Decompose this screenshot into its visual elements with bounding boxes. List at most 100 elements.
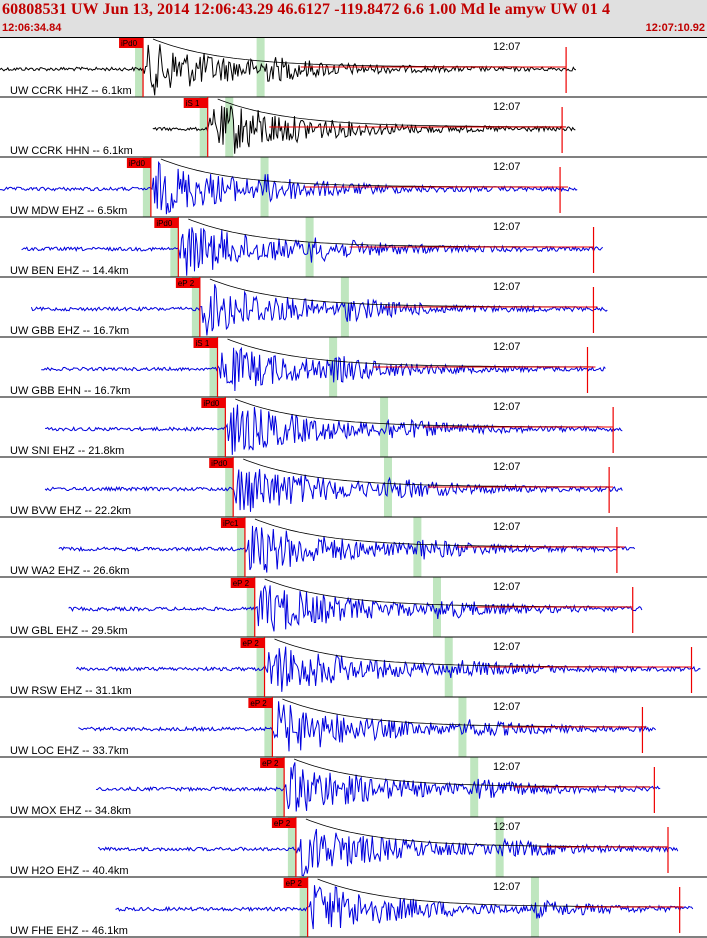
station-label: UW MDW EHZ -- 6.5km (10, 205, 127, 217)
pick-label: iS 1 (196, 339, 210, 348)
station-label: UW RSW EHZ -- 31.1km (10, 685, 132, 697)
waveform-trace (97, 828, 679, 877)
p-window (276, 757, 285, 817)
coda-curve (209, 278, 594, 308)
p-window (225, 457, 234, 517)
s-window (260, 157, 269, 217)
waveform-trace (95, 762, 661, 812)
p-window (199, 97, 208, 157)
minute-tick-label: 12:07 (493, 701, 521, 713)
seismogram-plot: iPd0 12:07 UW CCRK HHZ -- 6.1km iS 1 12:07 UW… (0, 37, 707, 938)
p-window (209, 337, 218, 397)
p-window (170, 217, 179, 277)
minute-tick-label: 12:07 (493, 221, 521, 233)
s-window (432, 577, 441, 637)
p-window (217, 397, 226, 457)
p-window (287, 817, 296, 877)
p-window (191, 277, 200, 337)
station-label: UW BEN EHZ -- 14.4km (10, 265, 129, 277)
minute-tick-label: 12:07 (493, 641, 521, 653)
pick-label: eP 2 (243, 639, 260, 648)
pick-label: iPd0 (121, 39, 138, 48)
pick-label-box (175, 278, 200, 288)
pick-label-box (193, 338, 218, 348)
annotations: iPd0 12:07 UW CCRK HHZ -- 6.1km iS 1 12:07 UW… (0, 37, 707, 938)
pick-label: eP 2 (250, 699, 267, 708)
minute-tick-label: 12:07 (493, 881, 521, 893)
waveform-trace (76, 646, 701, 692)
pick-label: iPd0 (211, 459, 228, 468)
pick-label-box (283, 878, 308, 888)
minute-tick-label: 12:07 (493, 281, 521, 293)
coda-curve (254, 518, 623, 548)
s-window (444, 637, 453, 697)
station-label: UW H2O EHZ -- 40.4km (10, 865, 129, 877)
pick-label-box (271, 818, 296, 828)
minute-tick-label: 12:07 (493, 581, 521, 593)
station-label: UW FHE EHZ -- 46.1km (10, 925, 128, 937)
pick-label: eP 2 (274, 819, 291, 828)
p-window (264, 697, 273, 757)
pick-label-box (201, 398, 226, 408)
coda-curve (227, 338, 592, 368)
waveform-trace (0, 44, 577, 96)
pick-label: iPc1 (223, 519, 239, 528)
station-label: UW MOX EHZ -- 34.8km (10, 805, 131, 817)
minute-tick-label: 12:07 (493, 461, 521, 473)
station-label: UW CCRK HHZ -- 6.1km (10, 85, 132, 97)
pick-label-box (240, 638, 265, 648)
s-window (380, 397, 389, 457)
pick-label: iPd0 (156, 219, 173, 228)
s-window (470, 757, 479, 817)
station-label: UW GBB EHZ -- 16.7km (10, 325, 129, 337)
station-label: UW CCRK HHN -- 6.1km (10, 145, 133, 157)
pick-label-box (119, 38, 144, 48)
coda-curve (274, 638, 691, 668)
pick-label-box (209, 458, 234, 468)
pick-label: iPd0 (203, 399, 220, 408)
pick-label-box (220, 518, 245, 528)
station-label: UW LOC EHZ -- 33.7km (10, 745, 129, 757)
coda-curve (235, 398, 612, 428)
waveform-trace (152, 105, 576, 154)
s-window (225, 97, 234, 157)
pick-label-box (248, 698, 273, 708)
pick-label: eP 2 (262, 759, 279, 768)
pick-label-box (126, 158, 151, 168)
pick-label-box (260, 758, 285, 768)
minute-tick-label: 12:07 (493, 401, 521, 413)
station-label: UW GBL EHZ -- 29.5km (10, 625, 128, 637)
waveform-trace (68, 584, 643, 632)
station-label: UW GBB EHN -- 16.7km (10, 385, 130, 397)
title-bar: 60808531 UW Jun 13, 2014 12:06:43.29 46.… (0, 0, 707, 37)
station-label: UW SNI EHZ -- 21.8km (10, 445, 124, 457)
waveform-trace (44, 469, 623, 512)
event-title: 60808531 UW Jun 13, 2014 12:06:43.29 46.… (2, 1, 611, 18)
waveform-trace (41, 346, 606, 392)
end-time: 12:07:10.92 (645, 22, 705, 34)
minute-tick-label: 12:07 (493, 761, 521, 773)
start-time: 12:06:34.84 (2, 22, 62, 34)
minute-tick-label: 12:07 (493, 341, 521, 353)
pick-label: eP 2 (178, 279, 195, 288)
p-window (135, 37, 144, 97)
coda-curve (188, 218, 593, 248)
p-window (256, 637, 265, 697)
pick-label: eP 2 (286, 879, 303, 888)
waveform-trace (21, 227, 604, 276)
pick-label: eP 2 (233, 579, 250, 588)
p-window (142, 157, 151, 217)
waveform-trace (45, 404, 623, 455)
p-window (299, 877, 308, 937)
minute-tick-label: 12:07 (493, 101, 521, 113)
pick-label-box (154, 218, 179, 228)
coda-curve (305, 818, 666, 848)
pick-label: iPd0 (129, 159, 146, 168)
pick-label-box (183, 98, 208, 108)
waveform-trace (30, 284, 608, 336)
minute-tick-label: 12:07 (493, 161, 521, 173)
station-label: UW BVW EHZ -- 22.2km (10, 505, 131, 517)
s-window (458, 697, 467, 757)
waveform-trace (0, 160, 578, 215)
pick-label-box (230, 578, 255, 588)
